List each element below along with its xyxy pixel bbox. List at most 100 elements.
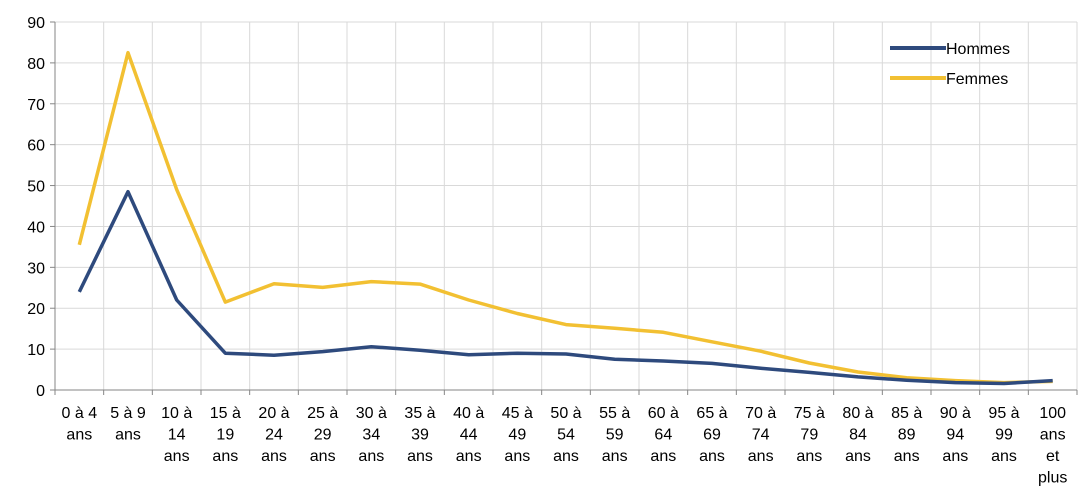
x-tick-label: 60 à 64 ans — [648, 405, 679, 465]
y-tick-label: 70 — [27, 97, 45, 114]
x-tick-label-line: ans — [748, 448, 774, 465]
x-tick-label-line: 74 — [752, 427, 770, 444]
x-tick-label: 10 à 14 ans — [161, 405, 192, 465]
x-tick-label-line: ans — [602, 448, 628, 465]
x-tick-label-line: 85 à — [891, 405, 922, 422]
y-tick-label: 90 — [27, 15, 45, 32]
x-tick-label-line: 30 à — [356, 405, 387, 422]
x-tick-label-line: 79 — [800, 427, 818, 444]
x-tick-label-line: ans — [553, 448, 579, 465]
series-line-femmes — [77, 50, 1053, 385]
x-tick-label-line: 95 à — [988, 405, 1019, 422]
series-line-hommes — [77, 189, 1053, 386]
x-tick-label-line: 45 à — [502, 405, 533, 422]
x-tick-label-line: 59 — [606, 427, 624, 444]
x-tick-label-line: ans — [650, 448, 676, 465]
x-tick-label-line: 20 à — [258, 405, 289, 422]
y-tick-label: 10 — [27, 342, 45, 359]
x-tick-label: 100 ans et plus — [1038, 405, 1067, 487]
x-tick-label-line: 64 — [654, 427, 672, 444]
x-tick-label-line: 15 à — [210, 405, 241, 422]
x-tick-label-line: 14 — [168, 427, 186, 444]
y-tick-label: 80 — [27, 56, 45, 73]
y-tick-label: 50 — [27, 179, 45, 196]
x-tick-label: 20 à 24 ans — [258, 405, 289, 465]
x-tick-label-line: ans — [504, 448, 530, 465]
x-tick-label: 65 à 69 ans — [696, 405, 727, 465]
x-tick-label: 95 à 99 ans — [988, 405, 1019, 465]
x-tick-label: 50 à 54 ans — [550, 405, 581, 465]
x-tick-label-line: 25 à — [307, 405, 338, 422]
y-tick-label: 0 — [36, 383, 45, 400]
x-tick-label: 40 à 44 ans — [453, 405, 484, 465]
x-tick-label: 85 à 89 ans — [891, 405, 922, 465]
x-tick-label-line: ans — [407, 448, 433, 465]
x-tick-label-line: 69 — [703, 427, 721, 444]
y-tick-label: 40 — [27, 219, 45, 236]
legend-label-hommes: Hommes — [946, 41, 1010, 58]
x-tick-label-line: ans — [310, 448, 336, 465]
x-tick-label-line: 54 — [557, 427, 575, 444]
x-tick-label-line: 35 à — [404, 405, 435, 422]
x-tick-label-line: 44 — [460, 427, 478, 444]
x-axis-ticks: 0 à 4 ans 5 à 9 ans 10 à 14 ans 15 à 19 ans 20 à 24… — [62, 405, 1068, 487]
x-tick-label-line: 5 à 9 — [110, 405, 146, 422]
x-tick-label-line: 55 à — [599, 405, 630, 422]
x-tick-label-line: ans — [66, 427, 92, 444]
x-tick-label-line: 19 — [216, 427, 234, 444]
y-tick-label: 30 — [27, 260, 45, 277]
x-tick-label-line: 60 à — [648, 405, 679, 422]
y-axis-ticks: 0 10 20 30 40 50 60 70 80 90 — [27, 15, 45, 400]
axes — [50, 21, 1078, 395]
x-tick-label-line: ans — [1040, 427, 1066, 444]
y-tick-label: 60 — [27, 138, 45, 155]
x-tick-label-line: 84 — [849, 427, 867, 444]
x-tick-label-line: ans — [358, 448, 384, 465]
y-tick-label: 20 — [27, 301, 45, 318]
x-tick-label: 5 à 9 ans — [110, 405, 146, 444]
x-tick-label-line: 94 — [946, 427, 964, 444]
x-tick-label-line: 29 — [314, 427, 332, 444]
x-tick-label-line: ans — [212, 448, 238, 465]
x-tick-label-line: 90 à — [940, 405, 971, 422]
x-tick-label-line: ans — [164, 448, 190, 465]
grid — [55, 21, 1078, 390]
x-tick-label-line: 24 — [265, 427, 283, 444]
x-tick-label-line: ans — [991, 448, 1017, 465]
x-tick-label-line: 100 — [1039, 405, 1066, 422]
x-tick-label-line: ans — [699, 448, 725, 465]
x-tick-label-line: 65 à — [696, 405, 727, 422]
x-tick-label-line: 34 — [362, 427, 380, 444]
x-tick-label-line: 50 à — [550, 405, 581, 422]
x-tick-label-line: 39 — [411, 427, 429, 444]
x-tick-label-line: 0 à 4 — [62, 405, 98, 422]
x-tick-label-line: 80 à — [842, 405, 873, 422]
x-tick-label: 70 à 74 ans — [745, 405, 776, 465]
x-tick-label: 80 à 84 ans — [842, 405, 873, 465]
x-tick-label-line: ans — [894, 448, 920, 465]
x-tick-label: 45 à 49 ans — [502, 405, 533, 465]
x-tick-label: 25 à 29 ans — [307, 405, 338, 465]
series-lines — [77, 50, 1053, 386]
x-tick-label: 55 à 59 ans — [599, 405, 630, 465]
x-tick-label-line: 70 à — [745, 405, 776, 422]
x-tick-label: 90 à 94 ans — [940, 405, 971, 465]
x-tick-label-line: ans — [456, 448, 482, 465]
x-tick-label: 15 à 19 ans — [210, 405, 241, 465]
x-tick-label-line: et — [1046, 448, 1060, 465]
x-tick-label-line: 99 — [995, 427, 1013, 444]
x-tick-label-line: 10 à — [161, 405, 192, 422]
x-tick-label: 0 à 4 ans — [62, 405, 98, 444]
x-tick-label-line: 89 — [898, 427, 916, 444]
x-tick-label: 30 à 34 ans — [356, 405, 387, 465]
x-tick-label-line: plus — [1038, 470, 1067, 487]
x-tick-label-line: ans — [115, 427, 141, 444]
x-tick-label-line: 49 — [508, 427, 526, 444]
x-tick-label-line: ans — [845, 448, 871, 465]
x-tick-label-line: 40 à — [453, 405, 484, 422]
x-tick-label-line: ans — [796, 448, 822, 465]
legend: Hommes Femmes — [890, 41, 1010, 88]
x-tick-label-line: ans — [942, 448, 968, 465]
legend-label-femmes: Femmes — [946, 71, 1008, 88]
